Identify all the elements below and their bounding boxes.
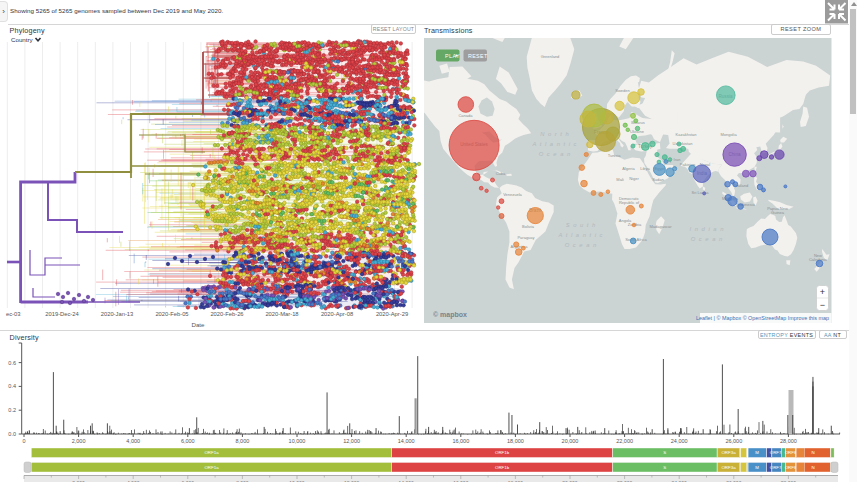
svg-text:0.2: 0.2 (8, 407, 16, 413)
svg-text:0.6: 0.6 (8, 360, 16, 366)
svg-text:O c e a n: O c e a n (565, 242, 598, 248)
svg-text:Canada: Canada (458, 113, 473, 118)
svg-text:2019-Dec-24: 2019-Dec-24 (45, 311, 79, 317)
svg-text:Venezuela: Venezuela (503, 192, 522, 197)
svg-text:RESET: RESET (468, 53, 488, 59)
svg-text:2020-Apr-08: 2020-Apr-08 (321, 311, 353, 317)
svg-text:O c e a n: O c e a n (691, 236, 724, 242)
svg-text:ORF1b: ORF1b (495, 450, 510, 455)
svg-text:Greenland: Greenland (541, 54, 560, 59)
svg-text:2020-Mar-18: 2020-Mar-18 (265, 311, 298, 317)
svg-text:0.4: 0.4 (8, 383, 16, 389)
svg-text:12,000: 12,000 (343, 438, 360, 444)
svg-text:28,000: 28,000 (780, 438, 797, 444)
svg-text:© mapbox: © mapbox (433, 311, 467, 319)
svg-text:Libya: Libya (640, 166, 650, 171)
svg-text:ORF3a: ORF3a (721, 450, 736, 455)
svg-text:16,000: 16,000 (452, 438, 469, 444)
svg-text:Paraguay: Paraguay (517, 235, 534, 240)
svg-text:ORF1a: ORF1a (204, 465, 219, 470)
svg-text:Sri Lanka: Sri Lanka (692, 190, 710, 195)
svg-text:M: M (755, 450, 759, 455)
svg-text:Tunisia: Tunisia (608, 153, 622, 158)
svg-text:−: − (820, 300, 825, 310)
svg-text:ec-03: ec-03 (6, 311, 21, 317)
svg-text:Niger: Niger (629, 176, 639, 181)
svg-text:22,000: 22,000 (616, 438, 633, 444)
svg-text:S o u t h: S o u t h (566, 222, 597, 228)
svg-text:M: M (755, 465, 759, 470)
svg-text:Kazakhstan: Kazakhstan (676, 132, 697, 137)
svg-text:18,000: 18,000 (507, 438, 524, 444)
svg-text:8,000: 8,000 (236, 438, 250, 444)
svg-text:Mali: Mali (616, 177, 623, 182)
svg-text:0: 0 (22, 438, 25, 444)
svg-text:+: + (820, 287, 825, 297)
svg-text:14,000: 14,000 (398, 438, 415, 444)
svg-text:Algeria: Algeria (622, 166, 635, 171)
svg-text:N o r t h: N o r t h (540, 131, 570, 137)
svg-text:20,000: 20,000 (562, 438, 579, 444)
svg-text:Date: Date (191, 321, 205, 328)
svg-text:10,000: 10,000 (289, 438, 306, 444)
svg-text:N: N (812, 465, 815, 470)
svg-text:ORF8: ORF8 (785, 450, 797, 455)
svg-text:2,000: 2,000 (72, 438, 86, 444)
svg-text:Sudan: Sudan (652, 177, 664, 182)
svg-text:Uzbekistan: Uzbekistan (673, 141, 693, 146)
svg-text:Iran: Iran (674, 157, 681, 162)
svg-text:26,000: 26,000 (725, 438, 742, 444)
svg-text:ORF1b: ORF1b (495, 465, 510, 470)
svg-text:6,000: 6,000 (181, 438, 195, 444)
svg-text:Bolivia: Bolivia (522, 224, 535, 229)
svg-text:Sweden: Sweden (615, 88, 629, 93)
svg-text:ORF3a: ORF3a (721, 465, 736, 470)
svg-text:A t l a n t i c: A t l a n t i c (531, 141, 577, 147)
svg-text:Madagascar: Madagascar (649, 224, 672, 229)
svg-text:N: N (812, 450, 815, 455)
svg-text:2020-Feb-26: 2020-Feb-26 (210, 311, 243, 317)
svg-text:4,000: 4,000 (126, 438, 140, 444)
svg-text:S: S (663, 450, 666, 455)
svg-text:Mongolia: Mongolia (720, 132, 737, 137)
svg-text:Leaflet | © Mapbox © OpenStree: Leaflet | © Mapbox © OpenStreetMap Impro… (696, 315, 829, 321)
svg-text:2020-Feb-05: 2020-Feb-05 (155, 311, 188, 317)
svg-text:A t l a n t i c: A t l a n t i c (557, 232, 603, 238)
svg-text:ORF8: ORF8 (785, 465, 797, 470)
svg-text:Cuba: Cuba (496, 171, 506, 176)
svg-text:ORF1a: ORF1a (204, 450, 219, 455)
svg-text:2020-Jan-13: 2020-Jan-13 (101, 311, 134, 317)
svg-text:S: S (663, 465, 666, 470)
svg-text:Republic of: Republic of (619, 200, 640, 205)
svg-text:O c e a n: O c e a n (539, 151, 572, 157)
svg-text:I n d i a n: I n d i a n (690, 226, 725, 232)
svg-text:Guinea: Guinea (771, 210, 785, 215)
svg-text:0.0: 0.0 (8, 431, 16, 437)
svg-text:2020-Apr-29: 2020-Apr-29 (376, 311, 408, 317)
svg-text:24,000: 24,000 (671, 438, 688, 444)
